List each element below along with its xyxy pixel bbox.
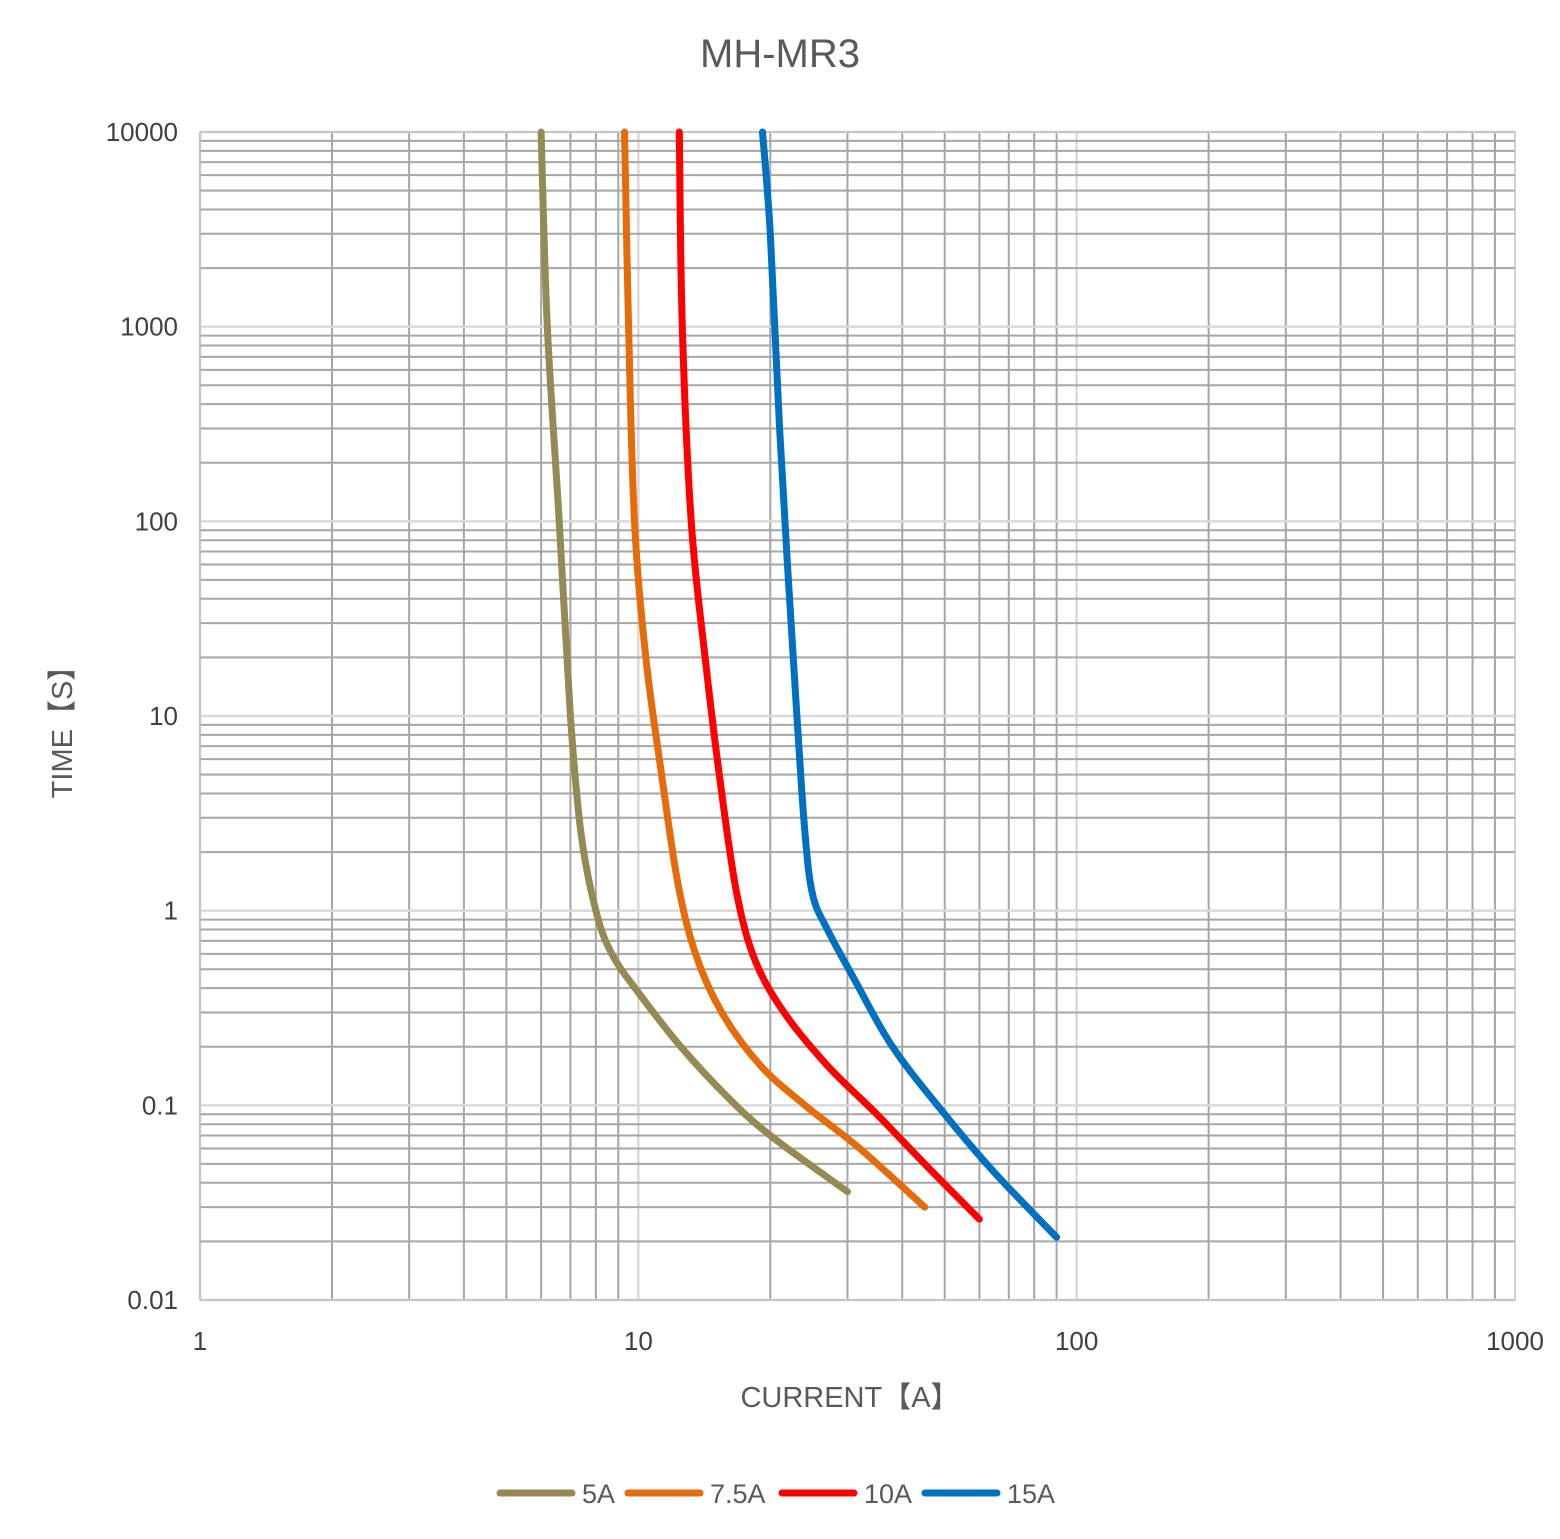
y-tick-label: 0.01 <box>127 1285 178 1315</box>
x-tick-label: 100 <box>1055 1326 1098 1356</box>
chart-title: MH-MR3 <box>700 32 860 76</box>
y-axis-ticks: 0.01 0.1 1 10 100 1000 10000 <box>106 117 178 1315</box>
y-tick-label: 10 <box>149 701 178 731</box>
legend: 5A 7.5A 10A 15A <box>496 1479 1055 1509</box>
legend-label: 10A <box>864 1479 912 1509</box>
legend-label: 15A <box>1007 1479 1055 1509</box>
series-line-15a <box>759 128 1061 1241</box>
series-lines <box>537 128 1061 1241</box>
y-tick-label: 1000 <box>120 312 178 342</box>
x-axis-ticks: 1 10 100 1000 <box>193 1326 1544 1356</box>
x-tick-label: 10 <box>624 1326 653 1356</box>
y-axis-title: TIME【S】 <box>47 652 79 799</box>
y-tick-label: 1 <box>164 896 178 926</box>
x-tick-label: 1 <box>193 1326 207 1356</box>
series-line-10a <box>675 128 983 1223</box>
y-tick-label: 0.1 <box>142 1090 178 1120</box>
legend-label: 7.5A <box>710 1479 766 1509</box>
y-tick-label: 10000 <box>106 117 178 147</box>
series-line-5a <box>537 128 851 1196</box>
grid <box>198 130 1515 1302</box>
x-axis-title: CURRENT【A】 <box>740 1382 959 1414</box>
y-tick-label: 100 <box>135 506 178 536</box>
legend-label: 5A <box>582 1479 615 1509</box>
series-line-7-5a <box>621 128 929 1211</box>
plot-area <box>199 131 1516 1301</box>
x-tick-label: 1000 <box>1486 1326 1544 1356</box>
